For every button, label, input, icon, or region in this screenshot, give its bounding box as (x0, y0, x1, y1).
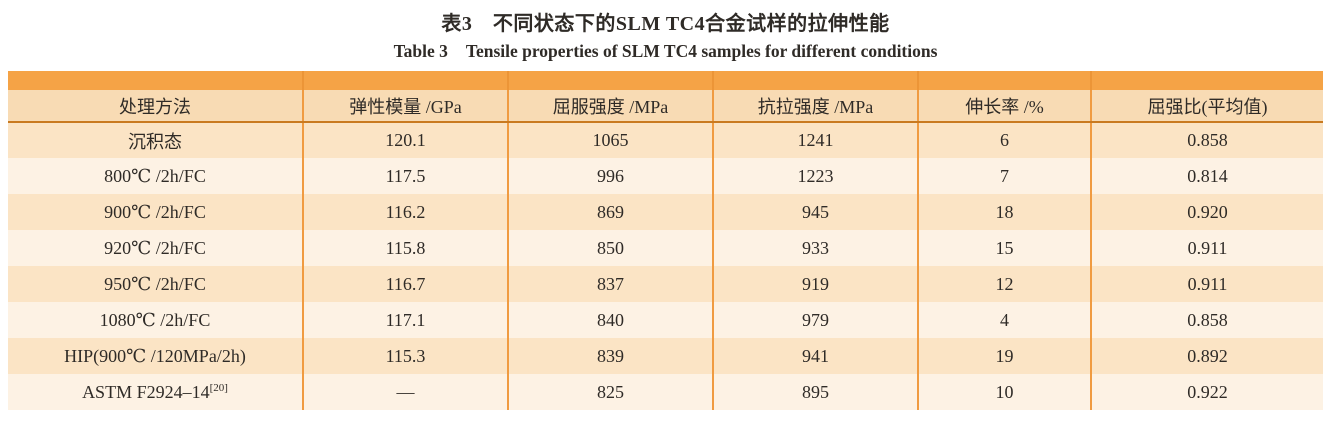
cell-elongation: 10 (917, 374, 1091, 410)
cell-tensile-strength: 945 (712, 194, 918, 230)
table-row-950c: 950℃ /2h/FC 116.7 837 919 12 0.911 (8, 266, 1323, 302)
cell-tensile-strength: 1223 (712, 158, 918, 194)
column-header-modulus: 弹性模量 /GPa (302, 90, 508, 123)
method-text: 950℃ /2h/FC (104, 273, 206, 294)
cell-tensile-strength: 919 (712, 266, 918, 302)
method-text: ASTM F2924–14 (82, 381, 210, 402)
cell-modulus: 115.8 (302, 230, 508, 266)
column-header-yield-ratio: 屈强比(平均值) (1090, 90, 1323, 123)
cell-modulus: 116.2 (302, 194, 508, 230)
top-bar-segment (507, 71, 713, 90)
cell-elongation: 12 (917, 266, 1091, 302)
cell-modulus: 116.7 (302, 266, 508, 302)
cell-yield-strength: 840 (507, 302, 713, 338)
caption-en-label: Table 3 (393, 41, 448, 61)
cell-tensile-strength: 979 (712, 302, 918, 338)
table-row-1080c: 1080℃ /2h/FC 117.1 840 979 4 0.858 (8, 302, 1323, 338)
top-bar-segment (917, 71, 1091, 90)
top-bar-segment (8, 71, 303, 90)
cell-modulus: 117.5 (302, 158, 508, 194)
table-caption-en: Table 3 Tensile properties of SLM TC4 sam… (0, 41, 1331, 62)
cell-method: 沉积态 (8, 122, 303, 158)
tensile-properties-table: 处理方法 弹性模量 /GPa 屈服强度 /MPa 抗拉强度 /MPa 伸长率 /… (8, 71, 1323, 410)
cell-modulus: 120.1 (302, 122, 508, 158)
table-row-hip: HIP(900℃ /120MPa/2h) 115.3 839 941 19 0.… (8, 338, 1323, 374)
table-caption-zh: 表3 不同状态下的SLM TC4合金试样的拉伸性能 (441, 13, 890, 35)
method-text: 800℃ /2h/FC (104, 165, 206, 186)
table-row-900c: 900℃ /2h/FC 116.2 869 945 18 0.920 (8, 194, 1323, 230)
cell-yield-ratio: 0.858 (1090, 122, 1323, 158)
cell-yield-strength: 837 (507, 266, 713, 302)
cell-method: HIP(900℃ /120MPa/2h) (8, 338, 303, 374)
cell-method: 800℃ /2h/FC (8, 158, 303, 194)
method-text: 沉积态 (128, 131, 182, 152)
cell-yield-ratio: 0.814 (1090, 158, 1323, 194)
cell-yield-strength: 869 (507, 194, 713, 230)
cell-yield-ratio: 0.858 (1090, 302, 1323, 338)
column-header-tensile-strength: 抗拉强度 /MPa (712, 90, 918, 123)
method-text: 920℃ /2h/FC (104, 237, 206, 258)
reference-superscript: [20] (209, 381, 228, 394)
cell-yield-strength: 839 (507, 338, 713, 374)
cell-yield-strength: 996 (507, 158, 713, 194)
cell-method: 1080℃ /2h/FC (8, 302, 303, 338)
top-bar-segment (302, 71, 508, 90)
cell-elongation: 19 (917, 338, 1091, 374)
cell-tensile-strength: 941 (712, 338, 918, 374)
cell-modulus: 117.1 (302, 302, 508, 338)
top-bar-segment (1090, 71, 1323, 90)
cell-yield-ratio: 0.920 (1090, 194, 1323, 230)
cell-method: ASTM F2924–14[20] (8, 374, 303, 410)
method-text: 900℃ /2h/FC (104, 201, 206, 222)
table-row-as-deposited: 沉积态 120.1 1065 1241 6 0.858 (8, 122, 1323, 158)
cell-elongation: 18 (917, 194, 1091, 230)
cell-elongation: 7 (917, 158, 1091, 194)
table-row-800c: 800℃ /2h/FC 117.5 996 1223 7 0.814 (8, 158, 1323, 194)
cell-yield-ratio: 0.911 (1090, 266, 1323, 302)
method-text: HIP(900℃ /120MPa/2h) (64, 345, 246, 366)
method-text: 1080℃ /2h/FC (99, 309, 211, 330)
cell-elongation: 4 (917, 302, 1091, 338)
cell-yield-ratio: 0.892 (1090, 338, 1323, 374)
cell-yield-ratio: 0.922 (1090, 374, 1323, 410)
cell-tensile-strength: 1241 (712, 122, 918, 158)
cell-method: 950℃ /2h/FC (8, 266, 303, 302)
caption-en-title: Tensile properties of SLM TC4 samples fo… (465, 41, 938, 61)
cell-elongation: 15 (917, 230, 1091, 266)
cell-method: 920℃ /2h/FC (8, 230, 303, 266)
top-bar-segment (712, 71, 918, 90)
column-header-yield-strength: 屈服强度 /MPa (507, 90, 713, 123)
table-row-920c: 920℃ /2h/FC 115.8 850 933 15 0.911 (8, 230, 1323, 266)
page: 表3 不同状态下的SLM TC4合金试样的拉伸性能 Table 3 Tensile… (0, 13, 1331, 410)
cell-modulus: — (302, 374, 508, 410)
column-header-elongation: 伸长率 /% (917, 90, 1091, 123)
cell-yield-strength: 850 (507, 230, 713, 266)
cell-tensile-strength: 933 (712, 230, 918, 266)
table-top-bar (8, 71, 1323, 90)
cell-tensile-strength: 895 (712, 374, 918, 410)
column-header-method: 处理方法 (8, 90, 303, 123)
cell-method: 900℃ /2h/FC (8, 194, 303, 230)
cell-yield-ratio: 0.911 (1090, 230, 1323, 266)
table-header-row: 处理方法 弹性模量 /GPa 屈服强度 /MPa 抗拉强度 /MPa 伸长率 /… (8, 90, 1323, 123)
cell-elongation: 6 (917, 122, 1091, 158)
cell-modulus: 115.3 (302, 338, 508, 374)
table-row-astm: ASTM F2924–14[20] — 825 895 10 0.922 (8, 374, 1323, 410)
cell-yield-strength: 825 (507, 374, 713, 410)
cell-yield-strength: 1065 (507, 122, 713, 158)
